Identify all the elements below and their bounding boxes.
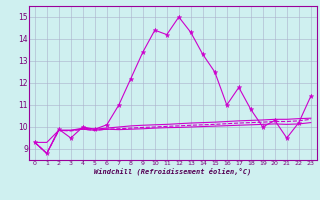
X-axis label: Windchill (Refroidissement éolien,°C): Windchill (Refroidissement éolien,°C) (94, 167, 252, 175)
